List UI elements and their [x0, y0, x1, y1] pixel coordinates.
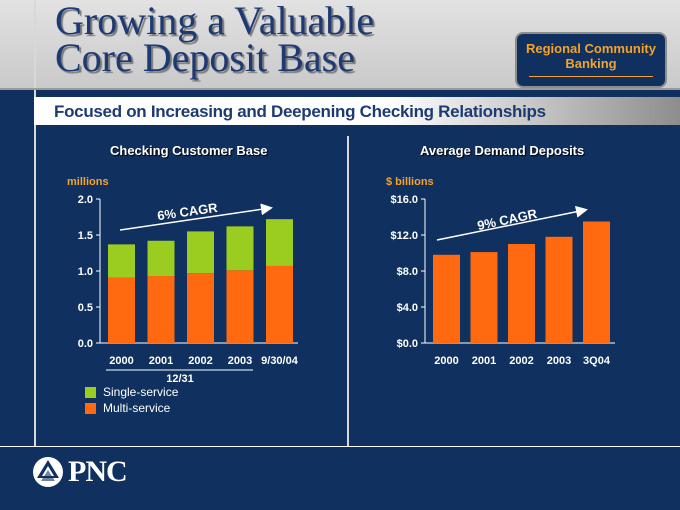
legend-swatch-single — [85, 386, 96, 398]
y-tick-label: 0.0 — [78, 338, 93, 350]
demand-deposits-chart: $0.0 $4.0 $8.0 $12.0 $16.0 2000 2001 2002 2003 3Q… — [390, 194, 615, 367]
x-tick-label: 2001 — [472, 355, 496, 367]
x-tick-label: 2002 — [509, 355, 533, 367]
bar-demand-deposits — [583, 221, 610, 343]
legend-label-single: Single-service — [103, 385, 179, 399]
chart-title-deposits: Average Demand Deposits — [420, 143, 585, 158]
y-tick-label: $12.0 — [390, 230, 418, 242]
header-rule — [0, 88, 680, 90]
bar-demand-deposits — [470, 252, 498, 343]
y-tick-label: 1.5 — [78, 230, 93, 242]
badge-line-2: Banking — [565, 56, 617, 71]
title-line-1: Growing a Valuable — [55, 0, 375, 43]
footer-rule — [0, 446, 680, 447]
y-tick-label: $16.0 — [390, 194, 418, 206]
x-tick-label: 2001 — [149, 355, 173, 367]
bar-multi-service — [187, 273, 214, 343]
cagr-arrow — [436, 205, 588, 241]
bar-multi-service — [226, 270, 254, 343]
logo-text: PNC — [68, 455, 128, 488]
bar-multi-service — [108, 277, 135, 343]
y-tick-label: 2.0 — [78, 194, 93, 206]
x-tick-label: 2000 — [109, 355, 133, 367]
customer-base-chart: 0.0 0.5 1.0 1.5 2.0 2000 2001 2002 2003 9/30/04 12… — [78, 194, 299, 385]
badge-line-1: Regional Community — [525, 41, 656, 56]
y-tick-label: 0.5 — [78, 302, 93, 314]
pnc-logo: PNC — [32, 455, 128, 489]
bar-single-service — [226, 226, 254, 271]
subtitle-bar — [34, 97, 680, 125]
x-tick-label: 9/30/04 — [261, 355, 299, 367]
chart-title-customers: Checking Customer Base — [110, 143, 268, 158]
badge-underline — [529, 76, 653, 77]
legend-swatch-multi — [85, 402, 96, 414]
bar-demand-deposits — [545, 236, 573, 343]
segment-badge: Regional Community Banking — [515, 32, 667, 88]
left-rule — [34, 0, 36, 446]
bar-multi-service — [147, 276, 175, 343]
legend-item-single: Single-service — [85, 385, 178, 399]
bar-demand-deposits — [433, 254, 460, 343]
chart-divider — [347, 136, 349, 446]
unit-label-customers: millions — [67, 176, 109, 188]
legend-label-multi: Multi-service — [103, 401, 171, 415]
y-tick-label: $0.0 — [397, 338, 418, 350]
y-tick-label: 1.0 — [78, 266, 93, 278]
subtitle: Focused on Increasing and Deepening Chec… — [54, 102, 546, 121]
bar-single-service — [187, 231, 214, 274]
y-tick-label: $4.0 — [397, 302, 418, 314]
x-tick-label: 2003 — [228, 355, 252, 367]
bar-single-service — [108, 244, 135, 278]
y-tick-label: $8.0 — [397, 266, 418, 278]
x-tick-label: 2003 — [547, 355, 571, 367]
cagr-label: 9% CAGR — [476, 206, 539, 233]
legend-item-multi: Multi-service — [85, 401, 170, 415]
bar-single-service — [266, 219, 293, 266]
page-title: Growing a Valuable Core Deposit Base — [55, 0, 375, 80]
x-tick-label: 3Q04 — [583, 355, 611, 367]
x-tick-label: 2000 — [434, 355, 458, 367]
x-tick-label: 2002 — [188, 355, 212, 367]
bar-multi-service — [266, 265, 293, 343]
bar-single-service — [147, 240, 175, 277]
cagr-arrow — [119, 203, 273, 231]
unit-label-deposits: $ billions — [386, 176, 434, 188]
bar-demand-deposits — [508, 244, 535, 343]
pnc-triangle-icon — [33, 457, 63, 487]
title-line-2: Core Deposit Base — [55, 35, 355, 80]
x-axis-label: 12/31 — [166, 373, 194, 385]
badge-text: Regional Community Banking — [517, 41, 665, 71]
